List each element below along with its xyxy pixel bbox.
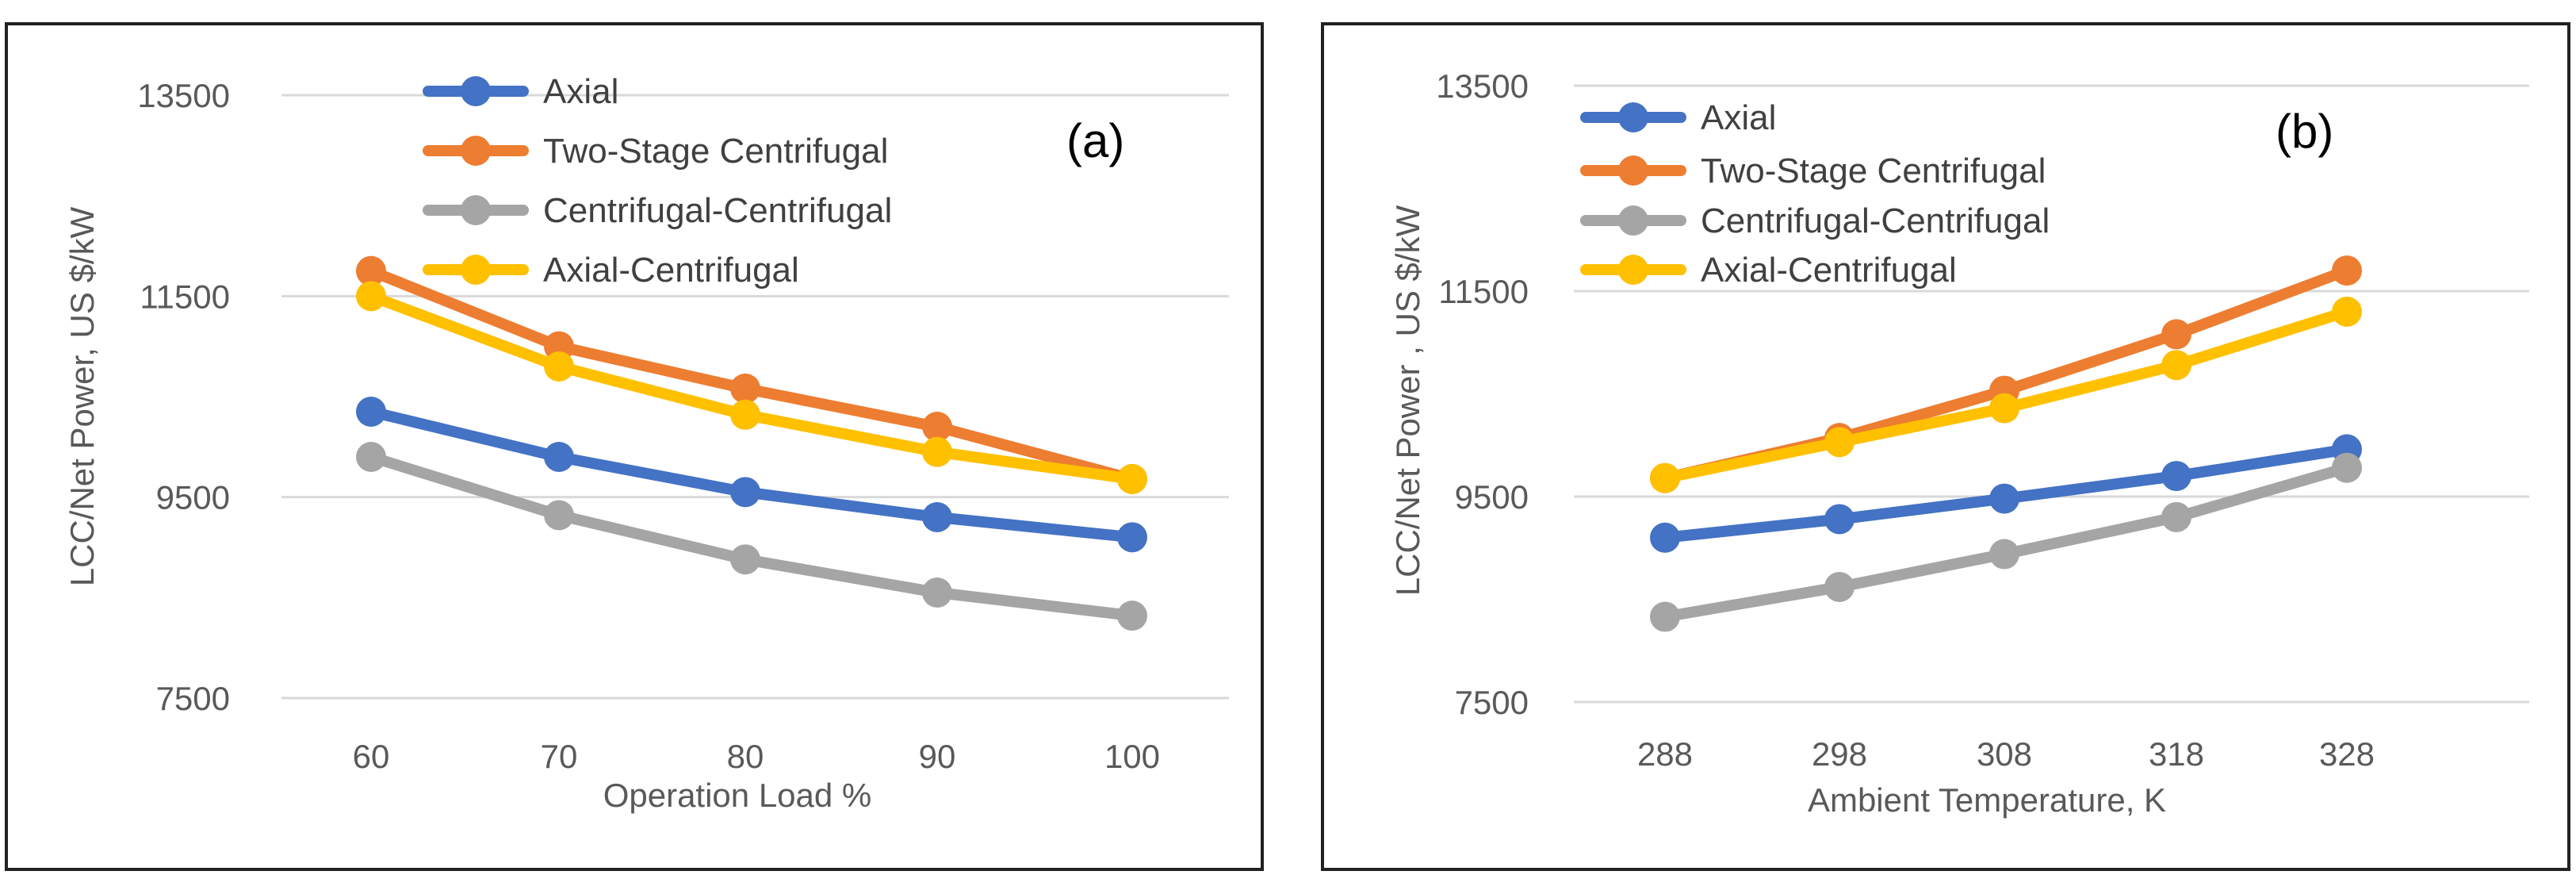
data-point xyxy=(730,477,760,508)
legend-swatch-marker xyxy=(1618,255,1648,285)
data-point xyxy=(356,255,386,286)
legend-label: Two-Stage Centrifugal xyxy=(1701,152,2046,190)
panel-label: (b) xyxy=(2276,105,2333,158)
data-point xyxy=(2332,296,2362,327)
x-axis-title: Ambient Temperature, K xyxy=(1808,781,2166,819)
data-point xyxy=(1824,427,1854,458)
panel-label: (a) xyxy=(1066,114,1124,167)
data-point xyxy=(1650,522,1680,553)
legend-entry: Centrifugal-Centrifugal xyxy=(1580,201,2050,240)
legend-label: Two-Stage Centrifugal xyxy=(543,132,888,171)
x-tick-label: 90 xyxy=(919,738,956,775)
data-point xyxy=(544,442,574,472)
data-point xyxy=(2332,452,2362,483)
data-point xyxy=(2161,319,2191,350)
data-point xyxy=(1650,601,1680,632)
legend-label: Centrifugal-Centrifugal xyxy=(543,191,892,230)
panel-frame xyxy=(5,22,1264,871)
data-point xyxy=(730,399,760,430)
x-tick-label: 288 xyxy=(1637,735,1693,773)
y-tick-label: 9500 xyxy=(1455,478,1529,516)
y-tick-label: 13500 xyxy=(1436,67,1529,105)
legend-entry: Axial-Centrifugal xyxy=(423,251,799,290)
legend-swatch-marker xyxy=(1618,205,1648,236)
chart-panel-b: 7500 9500 11500 13500 288 298 308 318 328 Ambient… xyxy=(1321,22,2570,871)
legend-label: Axial-Centrifugal xyxy=(543,251,799,290)
legend-swatch-marker xyxy=(461,76,491,106)
data-point xyxy=(356,442,386,472)
legend-label: Axial-Centrifugal xyxy=(1701,251,1957,290)
data-point xyxy=(2161,501,2191,532)
x-tick-label: 70 xyxy=(541,738,578,775)
legend-entry: Axial xyxy=(423,72,618,111)
x-tick-label: 60 xyxy=(353,738,390,775)
legend-swatch-marker xyxy=(1618,102,1648,132)
data-point xyxy=(730,544,760,575)
panel-frame xyxy=(1321,22,2570,871)
y-axis-title: LCC/Net Power , US $/kW xyxy=(1389,205,1426,596)
data-point xyxy=(2161,461,2191,492)
data-point xyxy=(922,577,952,608)
legend-swatch-marker xyxy=(461,255,491,285)
y-tick-label: 9500 xyxy=(156,479,230,516)
legend-entry: Two-Stage Centrifugal xyxy=(1580,152,2046,190)
legend-entry: Axial-Centrifugal xyxy=(1580,251,1957,290)
data-point xyxy=(2332,255,2362,286)
y-tick-label: 13500 xyxy=(137,77,230,114)
legend-swatch-marker xyxy=(461,195,491,225)
x-tick-label: 80 xyxy=(727,738,764,775)
x-tick-label: 308 xyxy=(1977,735,2032,773)
data-point xyxy=(1117,522,1147,553)
data-point xyxy=(1824,571,1854,602)
x-tick-label: 328 xyxy=(2319,735,2375,773)
legend-label: Centrifugal-Centrifugal xyxy=(1701,201,2050,240)
legend-entry: Centrifugal-Centrifugal xyxy=(423,191,892,230)
data-point xyxy=(1989,393,2019,424)
legend-label: Axial xyxy=(543,72,618,111)
x-axis-title: Operation Load % xyxy=(603,777,872,814)
data-point xyxy=(922,502,952,532)
y-tick-label: 11500 xyxy=(140,278,230,315)
data-point xyxy=(544,500,574,531)
legend-swatch-marker xyxy=(461,136,491,166)
data-point xyxy=(2161,350,2191,381)
data-point xyxy=(922,412,952,442)
legend-swatch-marker xyxy=(1618,155,1648,186)
data-point xyxy=(356,281,386,312)
y-axis-title: LCC/Net Power, US $/kW xyxy=(63,206,101,586)
y-tick-label: 7500 xyxy=(156,680,230,717)
y-tick-label: 11500 xyxy=(1438,273,1529,310)
data-point xyxy=(1824,504,1854,535)
legend-entry: Two-Stage Centrifugal xyxy=(423,132,888,171)
data-point xyxy=(1117,463,1147,494)
data-point xyxy=(1650,462,1680,493)
legend-label: Axial xyxy=(1701,98,1776,137)
data-point xyxy=(356,397,386,427)
x-tick-label: 100 xyxy=(1104,738,1160,775)
data-point xyxy=(1989,539,2019,570)
x-tick-label: 298 xyxy=(1812,735,1867,773)
chart-panel-a: 7500 9500 11500 13500 60 70 80 90 100 Operation L… xyxy=(5,22,1264,871)
data-point xyxy=(1989,483,2019,514)
legend-entry: Axial xyxy=(1580,98,1776,137)
data-point xyxy=(1117,600,1147,631)
x-tick-label: 318 xyxy=(2149,735,2204,773)
data-point xyxy=(922,436,952,467)
y-tick-label: 7500 xyxy=(1455,684,1529,721)
data-point xyxy=(730,373,760,404)
data-point xyxy=(544,351,574,382)
